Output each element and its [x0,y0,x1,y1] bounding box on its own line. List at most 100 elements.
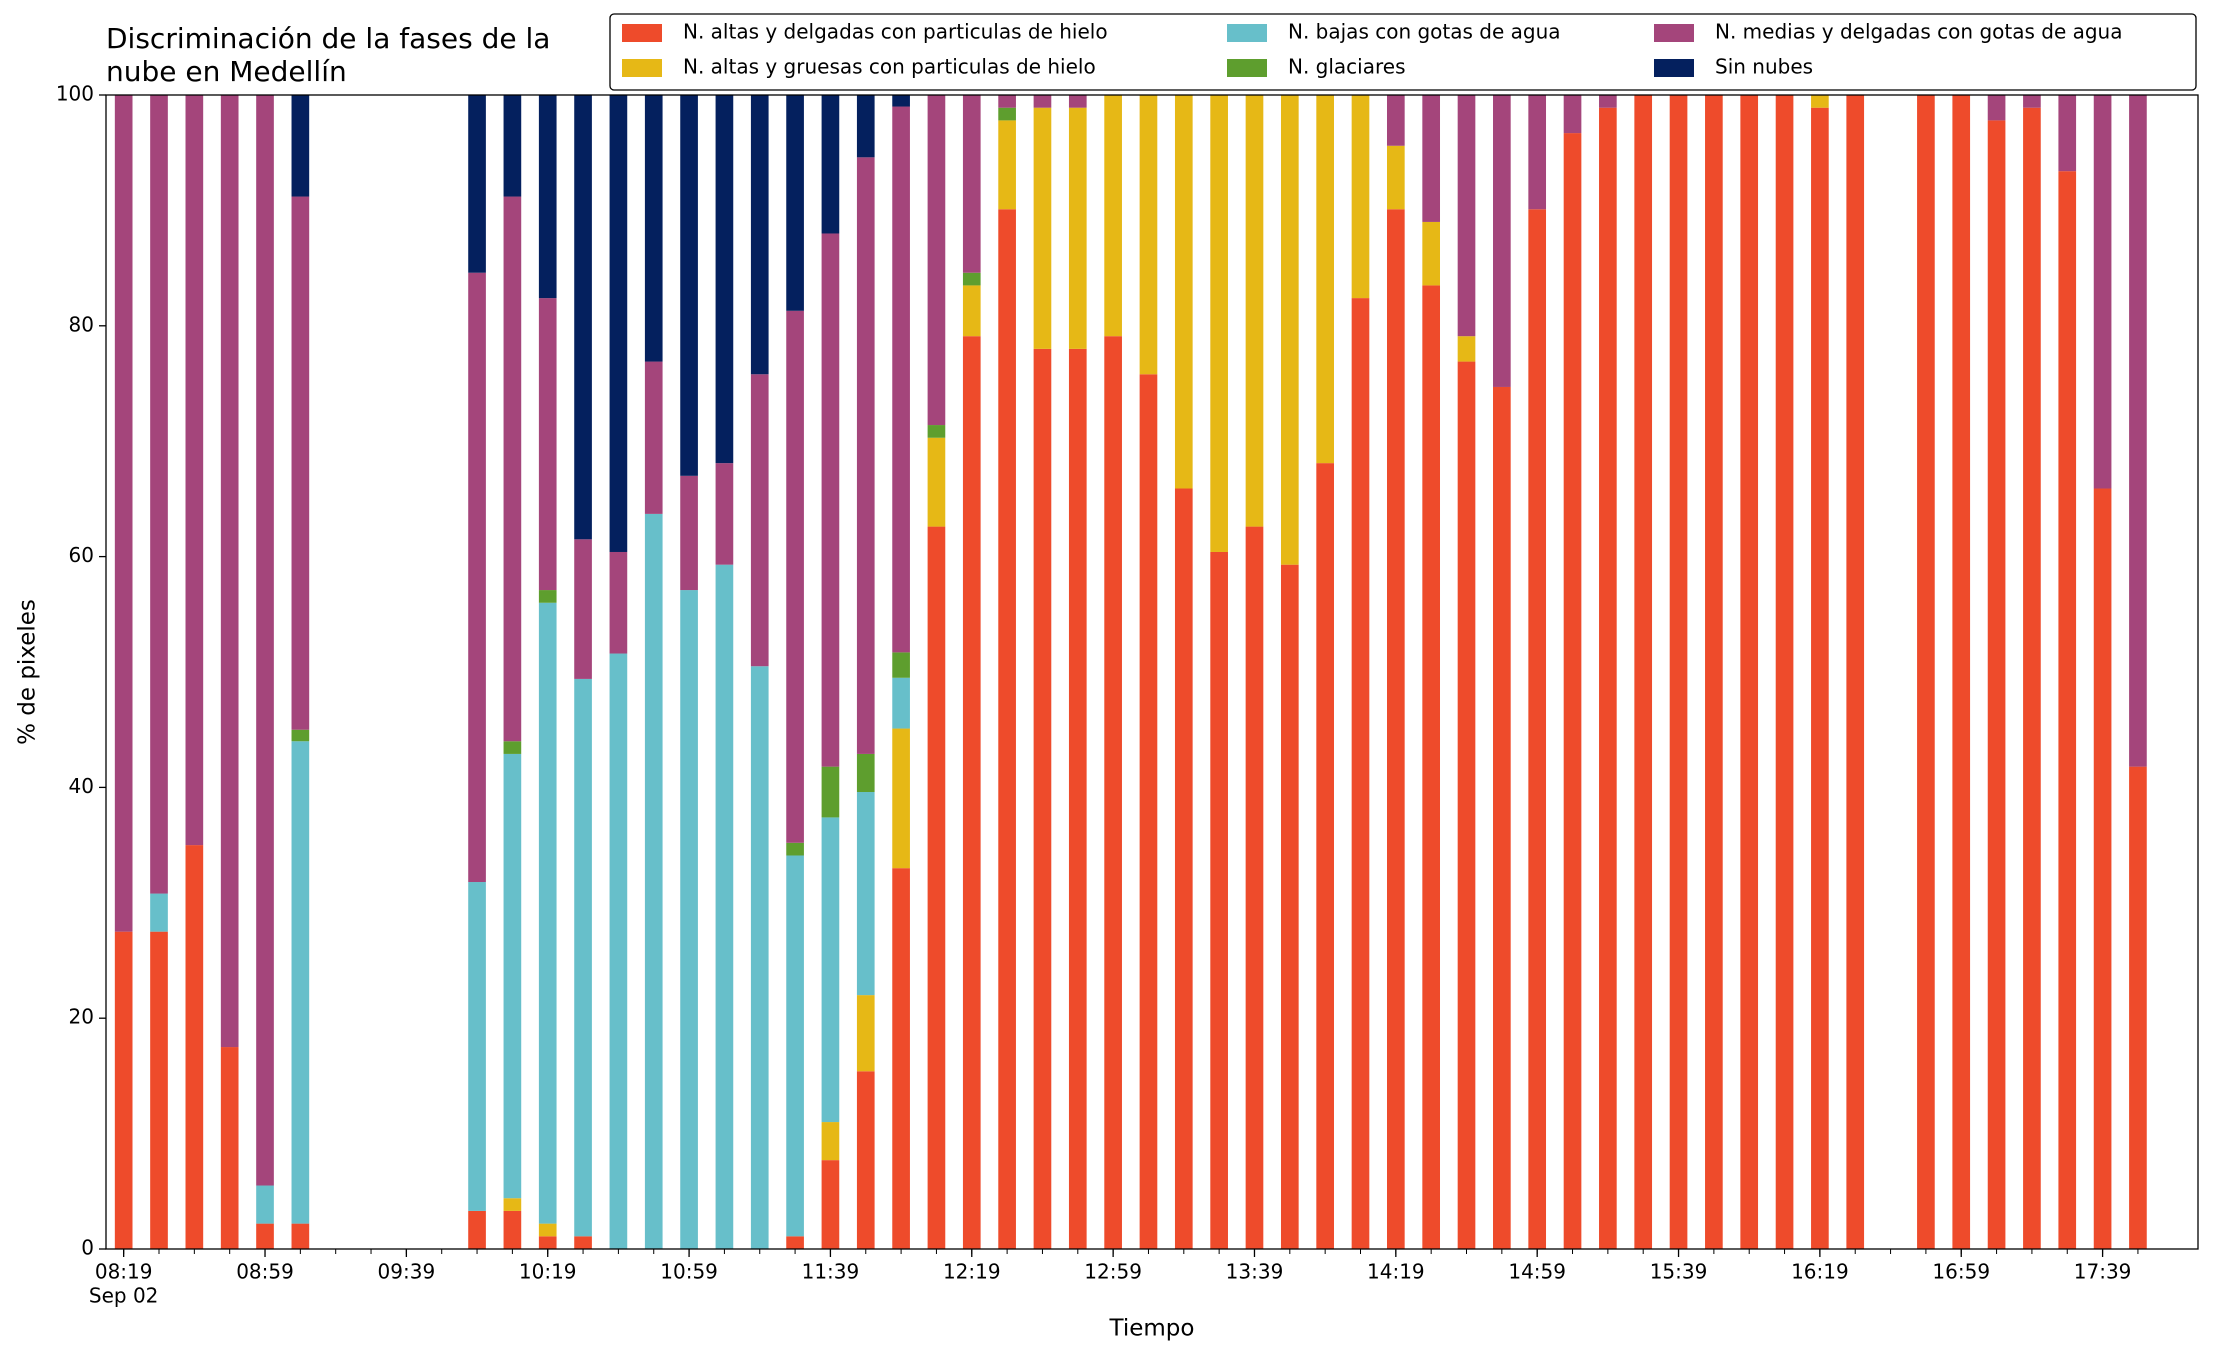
bar-segment [1422,285,1441,1249]
bar-segment [538,590,557,603]
bar-segment [1068,107,1087,349]
bar-segment [786,855,804,1237]
bar-segment [1351,298,1370,1249]
bar-segment [821,95,840,234]
bar-segment [150,931,168,1249]
bar-segment [644,361,663,514]
bar-segment [468,882,486,1211]
legend-box [609,13,2197,91]
chart-title: nube en Medellín [106,55,347,88]
bar-segment [1563,95,1582,134]
bar-segment [927,95,946,426]
legend-swatch [622,24,662,42]
bar-segment [503,1210,522,1249]
bar-segment [574,1236,592,1249]
bar-segment [786,842,804,856]
bar-segment [291,741,310,1224]
bar-segment [750,374,769,667]
bar-segment [538,1236,557,1249]
bar-segment [1033,107,1052,349]
bar-segment [962,285,981,337]
bar-segment [892,95,910,107]
bar-segment [892,868,910,1249]
bar-segment [1139,374,1158,1249]
bar-segment [927,437,946,527]
bar-segment [856,95,875,158]
x-tick-label: 12:59 [1084,1260,1142,1284]
bar-segment [1210,95,1228,552]
bar-segment [856,995,875,1072]
y-tick-label: 0 [81,1236,94,1260]
y-tick-label: 60 [69,543,94,567]
bar-segment [1422,221,1441,286]
bar-segment [1280,95,1299,565]
legend-label: Sin nubes [1715,55,1813,79]
bar-segment [892,106,910,653]
x-tick-label: 11:39 [802,1260,860,1284]
bar-segment [715,564,734,1249]
legend-label: N. medias y delgadas con gotas de agua [1715,20,2123,44]
y-tick-label: 100 [56,82,94,106]
bar-segment [856,753,875,793]
bar-segment [503,196,522,742]
bar-segment [927,425,946,438]
legend-label: N. glaciares [1288,55,1406,79]
bar-segment [150,893,168,932]
bar-segment [609,95,628,552]
bar-segment [1952,95,1971,1249]
bar-segment [821,1122,840,1161]
legend-swatch [1654,59,1694,77]
bar-segment [2093,488,2112,1249]
x-tick-label: 08:59 [236,1260,294,1284]
legend-swatch [622,59,662,77]
bar-segment [538,602,557,1224]
bar-segment [1033,95,1052,108]
x-axis-label: Tiempo [1109,1316,1195,1342]
bar-segment [892,728,910,869]
bar-segment [1104,95,1122,337]
bar-segment [609,653,628,1249]
bar-segment [715,95,734,464]
bar-segment [468,1210,486,1249]
bar-segment [750,95,769,375]
x-tick-label: 08:19 [95,1260,153,1284]
x-tick-label: 14:59 [1508,1260,1566,1284]
legend-label: N. altas y gruesas con particulas de hie… [683,55,1096,79]
bar-segment [220,1047,239,1249]
bar-segment [185,95,204,846]
bar-segment [468,95,486,273]
x-tick-label: 16:59 [1932,1260,1990,1284]
bar-segment [750,666,769,1249]
bar-segment [291,95,310,197]
bar-segment [1033,348,1052,1249]
bar-segment [856,1071,875,1249]
bar-segment [644,95,663,362]
bar-segment [962,272,981,286]
bar-segment [1068,348,1087,1249]
bar-segment [2129,766,2147,1249]
bar-segment [291,196,310,730]
bar-segment [1386,145,1405,210]
bar-segment [609,551,628,654]
bar-segment [892,652,910,678]
chart-title: Discriminación de la fases de la [106,22,550,55]
bar-segment [786,1236,804,1249]
x-tick-label: 16:19 [1791,1260,1849,1284]
bar-segment [2058,95,2077,172]
bar-segment [1493,95,1511,387]
bar-segment [2023,107,2041,1250]
bar-segment [1351,95,1370,299]
bar-segment [1316,463,1334,1250]
legend-swatch [1227,59,1267,77]
y-tick-label: 40 [69,774,94,798]
bar-segment [1280,564,1299,1249]
bar-segment [114,931,133,1249]
bar-segment [1811,107,1829,1250]
x-tick-label: 14:19 [1367,1260,1425,1284]
bar-segment [503,741,522,754]
bar-segment [1245,526,1264,1249]
bar-segment [1528,209,1547,1250]
bar-segment [1775,95,1794,1249]
bar-segment [256,95,274,1186]
